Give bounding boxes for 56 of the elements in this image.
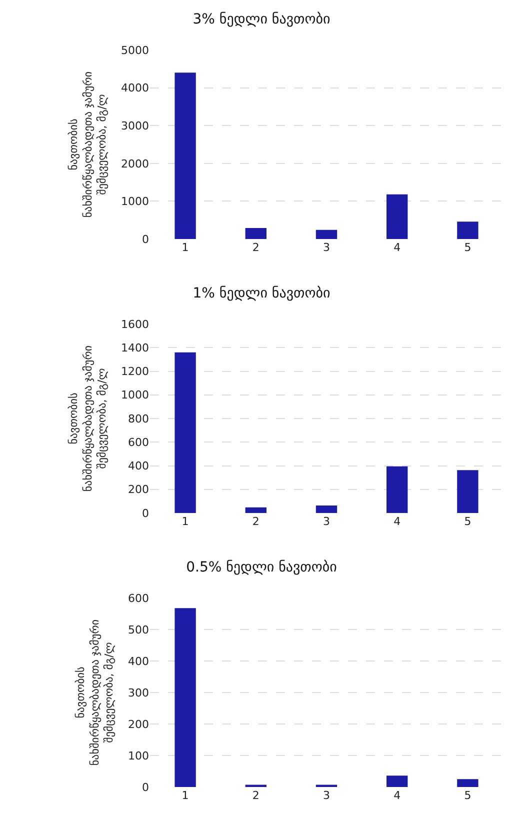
y-tick-label: 4000 — [121, 82, 149, 95]
bar — [386, 776, 408, 787]
x-tick-label: 5 — [464, 241, 472, 254]
y-tick-label: 0 — [142, 232, 149, 246]
y-tick-label: 400 — [128, 654, 149, 668]
y-tick-label: 600 — [128, 436, 149, 449]
bar — [316, 505, 338, 513]
x-tick-label: 4 — [394, 789, 401, 802]
x-tick-label: 5 — [464, 515, 472, 528]
y-tick-label: 3000 — [121, 119, 149, 132]
bar — [457, 222, 478, 239]
x-tick-label: 1 — [182, 241, 189, 254]
bar — [174, 72, 196, 239]
chart-title: 3% ნედლი ნავთობი — [192, 12, 330, 28]
bar — [386, 466, 408, 513]
y-tick-label: 0 — [142, 506, 149, 520]
x-tick-label: 4 — [394, 241, 401, 254]
y-tick-label: 1000 — [121, 195, 149, 208]
y-tick-label: 1200 — [121, 365, 149, 378]
y-tick-label: 300 — [128, 686, 149, 700]
bar — [245, 507, 266, 513]
y-tick-label: 400 — [128, 460, 149, 473]
y-tick-label: 600 — [128, 592, 149, 605]
y-tick-label: 2000 — [121, 157, 149, 170]
bar — [457, 470, 478, 513]
y-axis-title: ნავთობის ნახშირწყალბადეთა ჯამური შემცველობა, მგ/ლ — [67, 345, 109, 492]
y-tick-label: 1000 — [121, 388, 149, 402]
x-tick-label: 3 — [323, 789, 330, 802]
chart-title: 1% ნედლი ნავთობი — [192, 286, 330, 302]
chart-title: 0.5% ნედლი ნავთობი — [186, 560, 337, 576]
bar — [174, 608, 196, 787]
x-tick-label: 3 — [323, 515, 330, 528]
bar — [386, 194, 408, 239]
y-tick-label: 0 — [142, 780, 149, 794]
x-tick-label: 3 — [323, 241, 330, 254]
y-axis-title: ნავთობის ნახშირწყალბადეთა ჯამური შემცველობა, მგ/ლ — [74, 619, 116, 766]
y-tick-label: 800 — [128, 412, 149, 426]
x-tick-label: 1 — [182, 789, 189, 802]
y-tick-label: 1600 — [121, 318, 149, 331]
x-tick-label: 2 — [252, 789, 260, 802]
bar — [316, 230, 338, 239]
y-tick-label: 200 — [128, 718, 149, 731]
x-tick-label: 2 — [252, 515, 260, 528]
y-tick-label: 500 — [128, 623, 149, 636]
x-tick-label: 2 — [252, 241, 260, 254]
bar — [245, 228, 266, 239]
x-tick-label: 5 — [464, 789, 472, 802]
y-tick-label: 100 — [128, 749, 149, 762]
bar — [457, 779, 478, 787]
x-tick-label: 1 — [182, 515, 189, 528]
y-axis-title: ნავთობის ნახშირწყალბადეთა ჯამური შემცველობა, მგ/ლ — [67, 71, 109, 218]
y-tick-label: 5000 — [121, 44, 149, 57]
bar — [174, 352, 196, 513]
x-tick-label: 4 — [394, 515, 401, 528]
y-tick-label: 200 — [128, 483, 149, 496]
y-tick-label: 1400 — [121, 341, 149, 354]
